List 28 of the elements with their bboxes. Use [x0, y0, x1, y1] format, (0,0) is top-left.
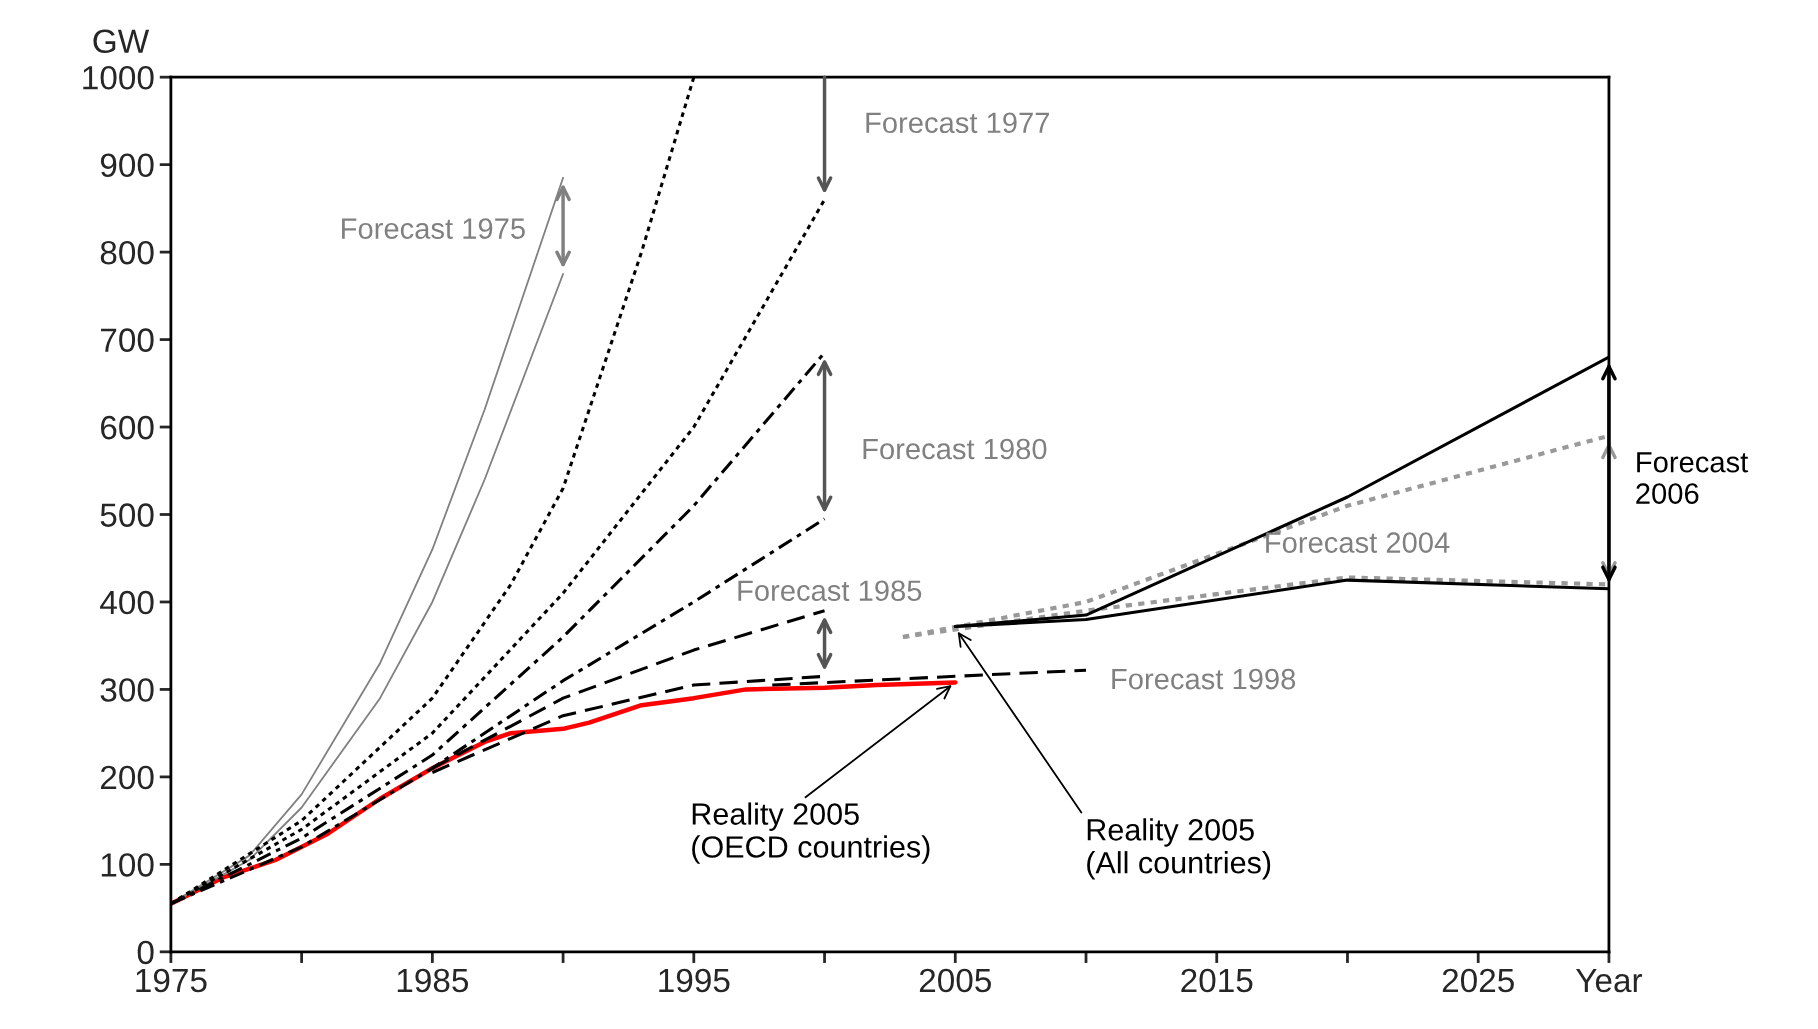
- x-tick-label: 2025: [1442, 968, 1514, 993]
- y-tick-label: 200: [100, 765, 154, 790]
- x-tick-label: 2005: [919, 968, 991, 993]
- annotation: Reality 2005 (OECD countries): [692, 802, 930, 864]
- x-tick-label: 1975: [136, 968, 207, 993]
- annotation: Forecast 1980: [863, 438, 1047, 460]
- y-tick-label: 400: [100, 590, 154, 615]
- x-tick-label: 2015: [1181, 968, 1253, 993]
- x-tick-label: 1995: [659, 968, 730, 993]
- text: Forecast 2006: [1636, 452, 1749, 504]
- y-tick-label: 1000: [83, 65, 154, 90]
- y-tick-label: 700: [101, 328, 154, 352]
- y-tick-label: 800: [100, 240, 154, 265]
- y-tick-label: 100: [101, 853, 154, 877]
- y-tick-label: 900: [100, 153, 154, 178]
- y-tick-label: 500: [100, 503, 154, 527]
- y-tick-label: 300: [100, 678, 154, 702]
- annotation: Forecast 1998: [1112, 668, 1296, 690]
- annotation: Reality 2005 (All countries): [1087, 818, 1271, 880]
- x-tick-label: 1985: [397, 968, 469, 993]
- y-axis-title: GW: [93, 29, 150, 54]
- annotation: Forecast 2004: [1266, 532, 1450, 553]
- annotation: Forecast 1975: [342, 218, 525, 239]
- y-tick-label: 600: [101, 415, 154, 440]
- annotation: Forecast 1985: [738, 580, 922, 602]
- y-tick-label: 0: [137, 940, 154, 965]
- x-tick-label: Year: [1575, 969, 1643, 993]
- annotation: Forecast 1977: [866, 112, 1050, 134]
